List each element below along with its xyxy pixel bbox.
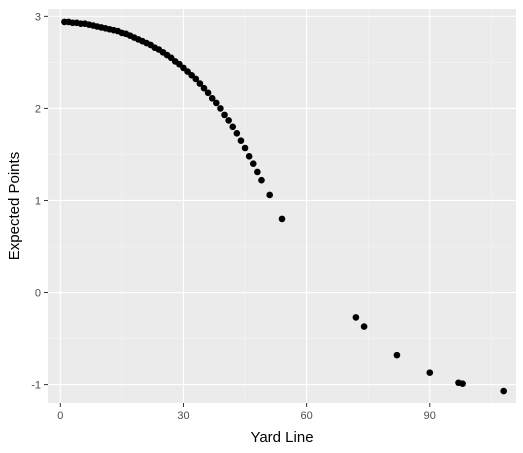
y-tick-label: -1 (31, 380, 41, 392)
data-point (237, 137, 245, 144)
data-point (192, 75, 200, 83)
data-point (217, 105, 224, 112)
x-tick-label: 30 (177, 410, 189, 422)
x-tick-label: 60 (301, 410, 313, 422)
data-point (278, 215, 286, 223)
data-point (204, 89, 212, 97)
data-point (500, 387, 507, 395)
y-tick-label: 0 (35, 288, 41, 300)
data-point (241, 144, 249, 152)
data-point (225, 117, 232, 124)
data-point (266, 191, 273, 199)
y-tick-label: 2 (35, 103, 41, 115)
data-point (426, 369, 434, 376)
data-point (249, 160, 257, 167)
minor-grid (48, 9, 516, 403)
data-points (61, 18, 507, 395)
data-point (258, 176, 265, 184)
y-axis-title: Expected Points (6, 152, 23, 260)
major-grid (48, 9, 516, 403)
x-axis-ticks: 0 30 60 90 (57, 403, 436, 422)
data-point (352, 314, 360, 321)
data-point (221, 111, 228, 119)
x-tick-label: 90 (424, 410, 436, 422)
y-axis-ticks: -1 0 1 2 3 (31, 11, 48, 392)
data-point (233, 129, 241, 137)
data-point (393, 351, 401, 359)
data-point (208, 94, 216, 102)
x-tick-label: 0 (57, 410, 63, 422)
data-point (196, 80, 204, 87)
data-point (254, 168, 261, 176)
data-point (213, 99, 220, 107)
data-point (229, 123, 237, 131)
x-axis-title: Yard Line (250, 429, 313, 446)
y-tick-label: 1 (35, 195, 41, 207)
data-point (459, 380, 466, 387)
data-point (360, 323, 368, 330)
data-point (200, 84, 208, 92)
plot-panel (48, 9, 516, 403)
y-tick-label: 3 (35, 11, 41, 23)
data-point (245, 152, 253, 160)
